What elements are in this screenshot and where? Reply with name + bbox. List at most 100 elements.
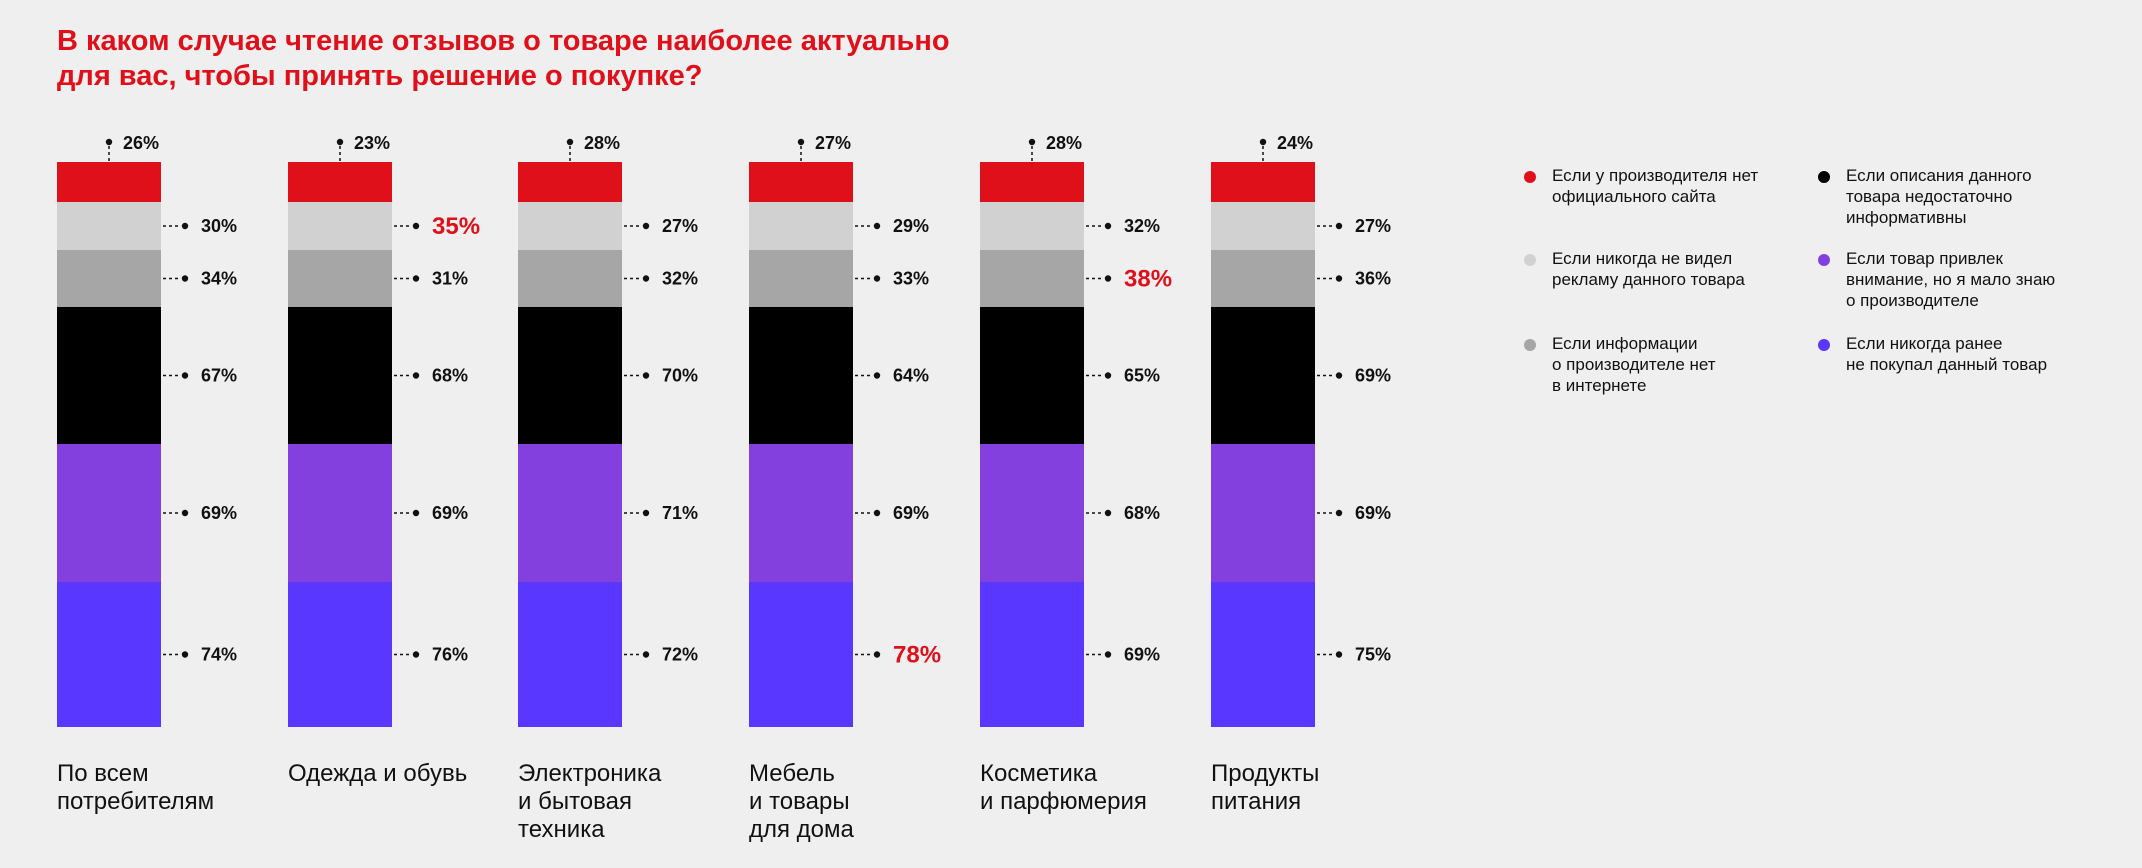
bar-stack: 27% 29% 33% 64% 69% 78% <box>749 133 941 727</box>
leader-dot <box>873 651 881 658</box>
leader-dot <box>873 275 881 282</box>
leader-dot <box>181 509 189 517</box>
data-label: 32% <box>662 269 698 289</box>
leader-dot <box>1104 651 1112 658</box>
leader-dot <box>181 372 189 379</box>
data-label: 35% <box>432 213 480 240</box>
data-label: 34% <box>201 269 237 289</box>
data-label: 65% <box>1124 366 1160 386</box>
legend-swatch <box>1818 254 1830 266</box>
bar-segment <box>57 582 161 727</box>
leader-dot <box>797 138 805 146</box>
data-label: 69% <box>201 503 237 523</box>
bar-segment <box>1211 250 1315 307</box>
bar-segment <box>288 202 392 250</box>
leader-dot <box>1104 222 1112 230</box>
bar-segment <box>1211 582 1315 727</box>
bar-segment <box>518 444 622 582</box>
leader-dot <box>1104 372 1112 379</box>
category-label: По всем потребителям <box>57 760 215 815</box>
bar-segment <box>980 582 1084 727</box>
data-label: 28% <box>1046 133 1082 153</box>
leader-dot <box>1335 651 1343 658</box>
legend-label: Если описания данного товара недостаточн… <box>1846 166 2032 227</box>
data-label: 69% <box>1355 366 1391 386</box>
data-label: 32% <box>1124 216 1160 236</box>
data-label: 69% <box>1124 645 1160 665</box>
bar-segment <box>980 162 1084 202</box>
leader-dot <box>412 651 420 658</box>
data-label: 64% <box>893 366 929 386</box>
bar-segment <box>57 162 161 202</box>
data-label: 76% <box>432 645 468 665</box>
bar-segment <box>749 582 853 727</box>
bar-segment <box>1211 444 1315 582</box>
legend-label: Если никогда ранее не покупал данный тов… <box>1846 334 2048 374</box>
leader-dot <box>566 138 574 146</box>
data-label: 33% <box>893 269 929 289</box>
data-label: 26% <box>123 133 159 153</box>
legend-label: Если у производителя нет официального са… <box>1552 166 1759 206</box>
bar-segment <box>57 444 161 582</box>
leader-dot <box>412 509 420 517</box>
bar-segment <box>288 582 392 727</box>
bar-segment <box>288 162 392 202</box>
bar-segment <box>288 444 392 582</box>
leader-dot <box>412 372 420 379</box>
bar-segment <box>57 307 161 444</box>
category-label: Мебель и товары для дома <box>749 760 854 843</box>
chart-title: В каком случае чтение отзывов о товаре н… <box>57 25 950 92</box>
data-label: 24% <box>1277 133 1313 153</box>
leader-dot <box>181 275 189 282</box>
data-label: 36% <box>1355 269 1391 289</box>
data-label: 78% <box>893 642 941 669</box>
bar-segment <box>1211 202 1315 250</box>
data-label: 74% <box>201 645 237 665</box>
leader-dot <box>412 275 420 282</box>
leader-dot <box>412 222 420 230</box>
leader-dot <box>642 651 650 658</box>
bar-segment <box>57 250 161 307</box>
bar-segment <box>518 307 622 444</box>
leader-dot <box>873 222 881 230</box>
leader-dot <box>642 275 650 282</box>
legend-label: Если товар привлек внимание, но я мало з… <box>1846 249 2056 310</box>
bar-segment <box>288 307 392 444</box>
leader-dot <box>1104 509 1112 517</box>
leader-dot <box>873 509 881 517</box>
leader-dot <box>873 372 881 379</box>
data-label: 38% <box>1124 266 1172 293</box>
leader-dot <box>1335 222 1343 230</box>
bar-segment <box>288 250 392 307</box>
category-label: Одежда и обувь <box>288 760 468 787</box>
data-label: 27% <box>815 133 851 153</box>
bar-segment <box>980 250 1084 307</box>
bar-segment <box>749 162 853 202</box>
data-label: 69% <box>432 503 468 523</box>
leader-dot <box>642 222 650 230</box>
category-label: Продукты питания <box>1211 760 1320 815</box>
bar-segment <box>518 250 622 307</box>
bar-segment <box>749 444 853 582</box>
category-label: Косметика и парфюмерия <box>980 760 1147 815</box>
data-label: 27% <box>1355 216 1391 236</box>
data-label: 23% <box>354 133 390 153</box>
leader-dot <box>642 372 650 379</box>
data-label: 72% <box>662 645 698 665</box>
leader-dot <box>1335 509 1343 517</box>
bar-segment <box>57 202 161 250</box>
bar-segment <box>518 582 622 727</box>
bar-segment <box>980 307 1084 444</box>
legend-swatch <box>1818 339 1830 351</box>
data-label: 67% <box>201 366 237 386</box>
data-label: 28% <box>584 133 620 153</box>
bar-stack: 28% 27% 32% 70% 71% 72% <box>518 133 698 727</box>
bar-segment <box>518 202 622 250</box>
bar-stack: 23% 35% 31% 68% 69% 76% <box>288 133 480 727</box>
data-label: 29% <box>893 216 929 236</box>
category-label: Электроника и бытовая техника <box>518 760 662 843</box>
legend-swatch <box>1818 171 1830 183</box>
legend-swatch <box>1524 254 1536 266</box>
bar-segment <box>1211 307 1315 444</box>
